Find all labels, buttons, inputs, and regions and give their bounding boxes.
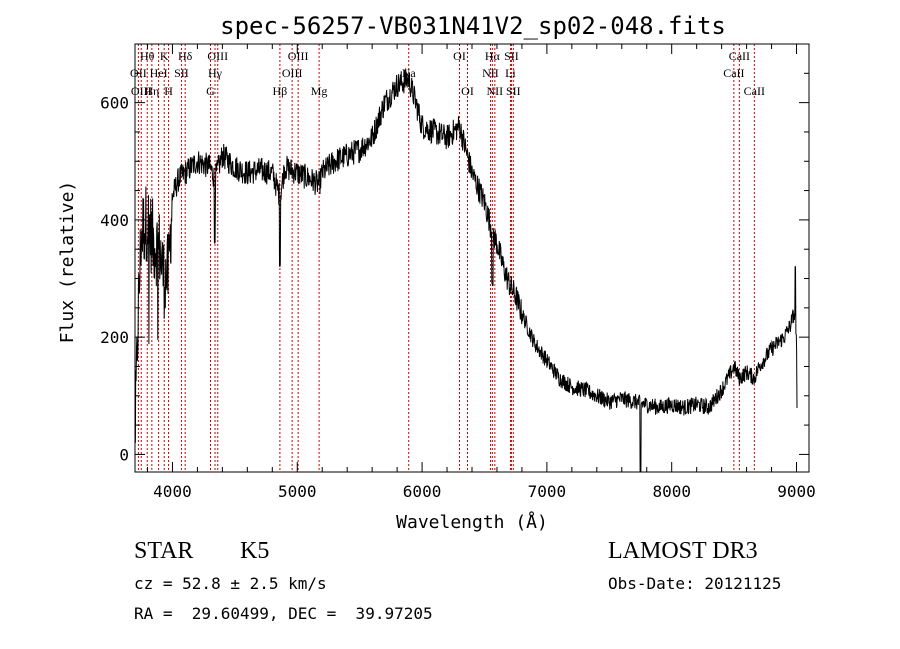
redshift-velocity: cz = 52.8 ± 2.5 km/s [134,574,327,593]
y-axis-label: Flux (relative) [57,181,78,344]
object-subclass: K5 [240,538,270,564]
spectral-line-label: OI [461,84,474,98]
object-class: STAR [134,538,194,564]
spectral-line-label: OI [453,49,466,63]
spectral-line-label: Hα [485,49,501,63]
spectral-line-label: NII [487,84,504,98]
spectral-line-label: HeI [150,66,168,80]
y-tick-label: 0 [119,445,129,464]
x-tick-label: 4000 [153,482,192,501]
spectral-line-label: OIII [282,66,303,80]
spectral-line-label: OIII [207,49,228,63]
spectral-line-label: Hγ [208,66,223,80]
x-tick-label: 8000 [652,482,691,501]
spectral-line-label: SII [174,66,189,80]
x-tick-label: 7000 [528,482,567,501]
spectral-line-label: OIII [131,84,152,98]
chart-title: spec-56257-VB031N41V2_sp02-048.fits [220,12,726,40]
spectral-line-label: Hδ [178,49,193,63]
plot-frame [134,43,810,473]
survey-name: LAMOST DR3 [608,538,758,564]
spectral-line-label: H [164,84,173,98]
spectral-line-label: K [160,49,169,63]
spectral-line-label: CaII [723,66,744,80]
spectral-line-label: OIII [288,49,309,63]
spectral-line-label: NII [482,66,499,80]
y-tick-label: 400 [100,211,129,230]
x-axis-label: Wavelength (Å) [396,511,548,533]
y-tick-label: 200 [100,328,129,347]
spectrum-line [134,68,798,473]
spectral-line-label: Li [505,66,516,80]
spectral-line-label: Mg [311,84,328,98]
spectral-line-label: SII [506,84,521,98]
axis-ticks [135,44,809,472]
spectral-line-label: CaII [744,84,765,98]
spectral-line-label: Hθ [140,49,155,63]
spectral-line-label: CaII [729,49,750,63]
spectral-line-label: Hη [144,84,159,98]
y-tick-labels: 0 200 400 600 [100,94,129,465]
spectral-line-label: G [206,84,215,98]
observation-date: Obs-Date: 20121125 [608,574,782,593]
x-tick-labels: 4000 5000 6000 7000 8000 9000 [153,482,816,501]
x-tick-label: 6000 [403,482,442,501]
x-tick-label: 5000 [278,482,317,501]
coordinates: RA = 29.60499, DEC = 39.97205 [134,604,433,623]
spectral-line-label: Hβ [273,84,288,98]
spectral-line-label: SII [504,49,519,63]
x-tick-label: 9000 [777,482,816,501]
y-tick-label: 600 [100,94,129,113]
